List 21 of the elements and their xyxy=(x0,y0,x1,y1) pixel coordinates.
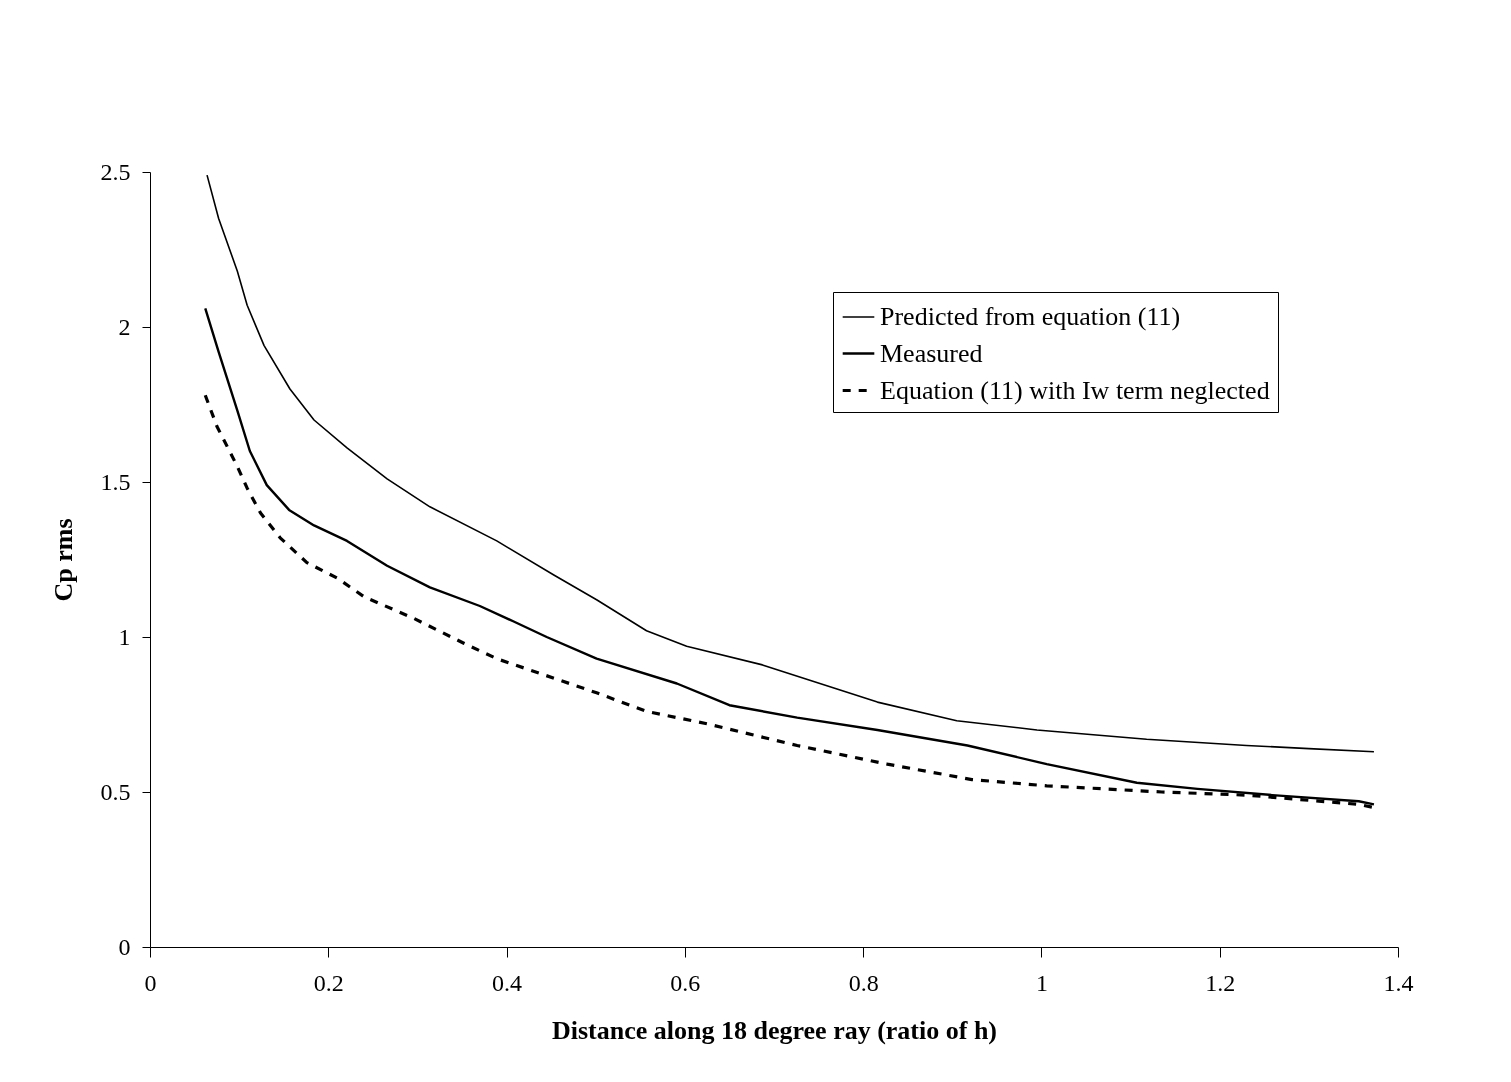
y-axis-title: Cp rms xyxy=(48,518,78,602)
x-tick-label: 0.8 xyxy=(848,969,879,996)
line-series xyxy=(206,174,1375,753)
y-tick-label: 1.5 xyxy=(100,468,131,495)
x-tick-label: 0.6 xyxy=(670,969,701,996)
y-tick-label: 0.5 xyxy=(100,778,131,805)
legend-label: Equation (11) with Iw term neglected xyxy=(880,375,1270,405)
line-series xyxy=(204,307,1376,806)
x-tick-label: 1.4 xyxy=(1383,969,1414,996)
legend-label: Predicted from equation (11) xyxy=(880,302,1181,331)
x-tick-label: 0.2 xyxy=(313,969,344,996)
y-tick-label: 1 xyxy=(118,623,131,650)
x-axis-title: Distance along 18 degree ray (ratio of h) xyxy=(551,1015,998,1045)
y-tick-label: 2.5 xyxy=(100,158,131,185)
y-tick-label: 2 xyxy=(118,313,131,340)
x-tick-label: 1.2 xyxy=(1205,969,1236,996)
x-tick-label: 0 xyxy=(144,969,157,996)
x-tick-label: 1 xyxy=(1035,969,1048,996)
y-tick-label: 0 xyxy=(118,933,131,960)
x-tick-label: 0.4 xyxy=(492,969,523,996)
legend-label: Measured xyxy=(880,338,983,368)
